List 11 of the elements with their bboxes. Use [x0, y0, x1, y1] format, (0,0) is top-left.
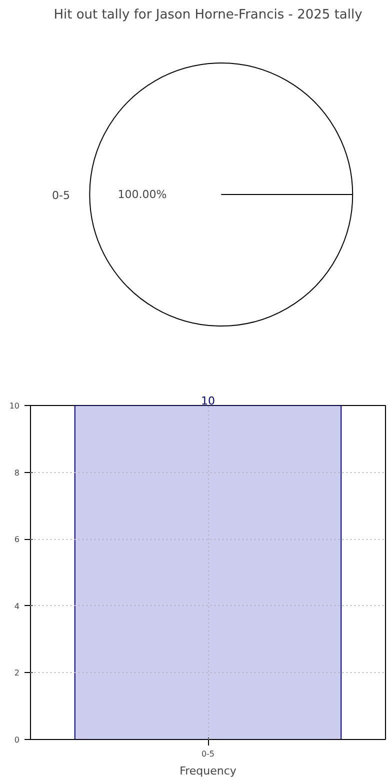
data-label: 100.00% [118, 188, 167, 202]
y-tick-label: 2 [14, 668, 20, 678]
y-tick-label: 8 [14, 468, 20, 478]
chart-title: Hit out tally for Jason Horne-Francis - 2025 tally [54, 8, 363, 22]
y-tick-label: 10 [9, 402, 20, 410]
y-tick-label: 6 [14, 535, 20, 544]
slice-label: 0-5 [52, 189, 70, 202]
data-label: 10 [201, 394, 215, 408]
y-tick-label: 0 [14, 736, 20, 744]
x-axis-title: Frequency [180, 764, 237, 778]
y-tick-label: 4 [14, 602, 20, 611]
